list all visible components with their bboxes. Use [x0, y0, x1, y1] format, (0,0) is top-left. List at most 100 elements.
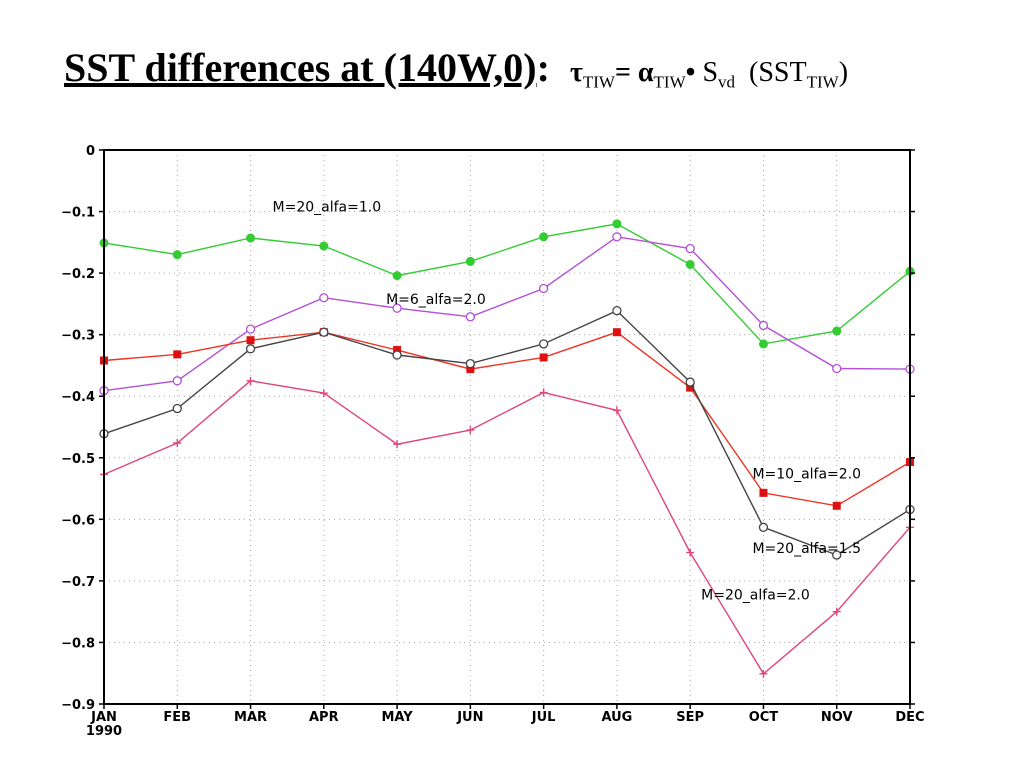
data-point [465, 358, 476, 369]
data-point [832, 363, 842, 374]
data-point [539, 353, 548, 362]
series-line [103, 331, 911, 507]
data-point [173, 439, 182, 448]
alpha-symbol: α [637, 57, 654, 88]
data-point [685, 377, 695, 387]
series-line [103, 309, 911, 556]
y-tick-label: −0.8 [61, 636, 95, 651]
x-tick-label: FEB [163, 710, 191, 725]
data-point [319, 241, 329, 251]
y-tick-label: −0.2 [61, 267, 95, 282]
sst-close: ) [838, 57, 849, 88]
sst-open: (SST [749, 57, 807, 88]
s-subscript: vd [718, 72, 736, 92]
data-point [758, 522, 769, 532]
series-annotation: M=6_alfa=2.0 [386, 292, 486, 308]
x-tick-label: APR [309, 710, 339, 725]
s-symbol: S [702, 57, 719, 88]
series-line [103, 380, 911, 675]
tick-layer: 0 −0.1 −0.2 −0.3 −0.4 −0.5 −0.6 −0.7 −0.8 −0.9JAN… [61, 144, 925, 739]
series-line [103, 223, 911, 345]
data-point [538, 283, 549, 294]
data-point [685, 243, 695, 254]
data-point [172, 376, 182, 386]
data-point [686, 548, 695, 557]
data-point [759, 669, 768, 678]
x-tick-label: MAR [234, 710, 267, 725]
series-annotation: M=20_alfa=2.0 [701, 587, 810, 603]
data-point [393, 440, 402, 449]
data-point [832, 550, 842, 560]
data-point [612, 306, 622, 316]
data-point [319, 327, 329, 337]
data-point [245, 344, 256, 354]
data-point [612, 232, 622, 242]
x-tick-label: JUN [456, 710, 483, 725]
data-point [758, 339, 768, 349]
data-point [759, 488, 768, 497]
y-tick-label: −0.3 [61, 329, 95, 344]
data-point [612, 328, 621, 337]
data-point [319, 293, 329, 303]
data-point [172, 403, 182, 414]
equals-sign: = [614, 57, 638, 88]
data-point [172, 250, 182, 260]
data-point [245, 324, 256, 334]
series-annotation: M=20_alfa=1.5 [752, 541, 861, 557]
data-point [686, 383, 695, 392]
series-layer [99, 219, 915, 678]
data-point [246, 336, 255, 345]
data-point [466, 426, 475, 435]
data-point [465, 312, 476, 322]
x-year-label: 1990 [86, 724, 122, 739]
data-point [612, 406, 621, 415]
data-point [832, 326, 842, 336]
y-tick-label: 0 [86, 144, 95, 159]
alpha-subscript: TIW [653, 72, 686, 92]
data-point [392, 303, 402, 313]
data-point [393, 346, 402, 355]
data-point [392, 350, 402, 360]
series-annotation: M=10_alfa=2.0 [752, 467, 861, 483]
bullet-operator: • [685, 57, 696, 88]
grid-layer [104, 150, 910, 704]
data-point [539, 388, 548, 397]
x-tick-label: AUG [601, 710, 632, 725]
y-tick-label: −0.9 [61, 698, 95, 713]
y-tick-label: −0.1 [61, 206, 95, 221]
data-point [246, 233, 256, 243]
series-annotation: M=20_alfa=1.0 [273, 200, 382, 216]
data-point [392, 271, 402, 281]
x-tick-label: MAY [382, 710, 414, 725]
y-tick-label: −0.5 [61, 452, 95, 467]
data-point [685, 259, 695, 269]
plot-frame [103, 149, 911, 705]
y-tick-label: −0.4 [61, 390, 95, 405]
series-line [103, 236, 911, 392]
tau-subscript: TIW [582, 72, 615, 92]
data-point [758, 320, 769, 331]
data-point [173, 350, 182, 359]
y-tick-label: −0.7 [61, 575, 95, 590]
data-point [246, 376, 255, 385]
page-title: SST differences at (140W,0): τTIW= αTIW•… [64, 44, 848, 93]
data-point [832, 607, 841, 616]
title-main: SST differences at (140W,0) [64, 45, 537, 90]
data-point [465, 256, 475, 266]
data-point [832, 501, 841, 510]
data-point [319, 389, 328, 398]
tau-symbol: τ [569, 57, 583, 88]
data-point [538, 339, 549, 349]
title-colon: : [536, 45, 550, 90]
x-tick-label: NOV [821, 710, 853, 725]
x-tick-label: SEP [676, 710, 704, 725]
title-formula: τTIW= αTIW• Svd (SSTTIW) [569, 57, 849, 92]
data-point [466, 365, 475, 374]
x-tick-label: DEC [895, 710, 924, 725]
y-tick-label: −0.6 [61, 513, 95, 528]
sst-subscript: TIW [806, 72, 839, 92]
data-point [612, 219, 622, 229]
annotation-layer: M=20_alfa=1.0 M=6_alfa=2.0 M=10_alfa=2.0 M=… [273, 200, 862, 604]
x-tick-label: JAN [90, 710, 117, 725]
